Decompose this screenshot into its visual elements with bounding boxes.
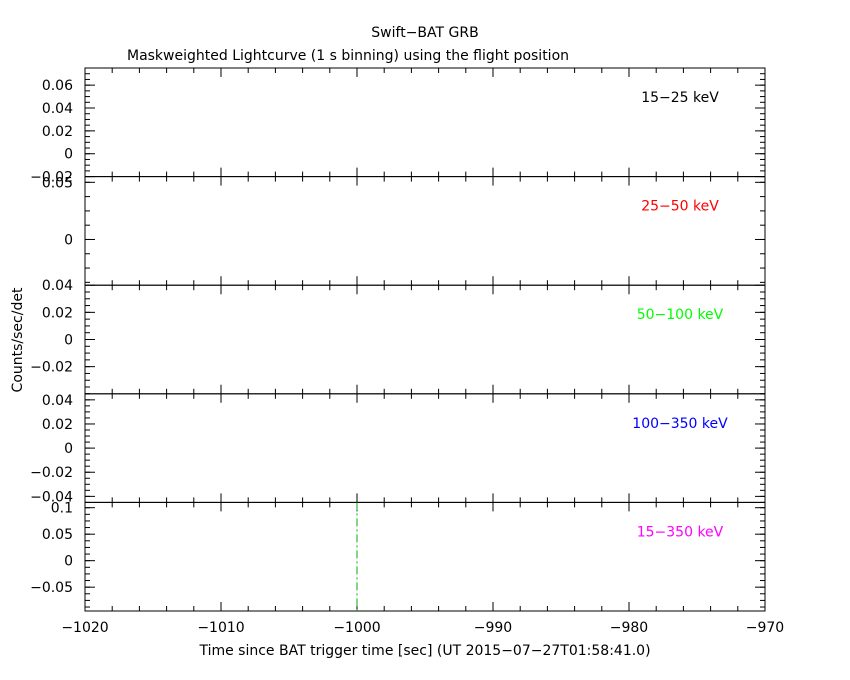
chart-subtitle: Maskweighted Lightcurve (1 s binning) us…: [127, 48, 569, 64]
panel-frame: [84, 393, 766, 503]
x-tick-label: −1010: [197, 620, 244, 636]
y-tick-label: 0.02: [42, 417, 73, 433]
panel-frame: [84, 67, 766, 178]
x-axis-label: Time since BAT trigger time [sec] (UT 20…: [198, 643, 650, 659]
y-tick-label: −0.02: [30, 465, 73, 481]
y-tick-label: −0.05: [30, 580, 73, 596]
y-tick-label: 0.04: [42, 101, 73, 117]
x-tick-label: −1020: [61, 620, 108, 636]
x-tick-label: −1000: [333, 620, 380, 636]
x-axis: −1020 −1010 −1000 −990 −980 −970: [61, 620, 784, 636]
y-tick-label: 0: [64, 333, 73, 349]
y-tick-label: 0.1: [51, 501, 73, 517]
panel-frame: [84, 284, 766, 395]
panel-frame: [84, 176, 766, 286]
y-tick-label: 0.04: [42, 278, 73, 294]
y-tick-label: −0.02: [30, 360, 73, 376]
y-tick-label: 0.04: [42, 393, 73, 409]
band-label: 100−350 keV: [632, 416, 728, 432]
panels-group: −0.02 0 0.02 0.04 0.06 15−25 keV 0 0.05 25−50 ke…: [30, 67, 766, 612]
y-tick-label: 0.02: [42, 124, 73, 140]
y-axis-label: Counts/sec/det: [10, 287, 26, 392]
y-tick-label: 0: [64, 554, 73, 570]
x-tick-label: −990: [474, 620, 512, 636]
y-tick-label: 0.02: [42, 305, 73, 321]
y-tick-label: 0: [64, 147, 73, 163]
panel-frame: [84, 501, 766, 612]
y-tick-label: 0: [64, 441, 73, 457]
band-label: 50−100 keV: [637, 307, 724, 323]
band-label: 15−350 keV: [637, 524, 724, 540]
x-tick-label: −970: [746, 620, 784, 636]
y-tick-label: −0.04: [30, 489, 73, 505]
y-tick-label: −0.02: [30, 170, 73, 186]
y-tick-label: 0.05: [42, 527, 73, 543]
y-tick-label: 0.06: [42, 78, 73, 94]
band-label: 15−25 keV: [641, 90, 719, 106]
y-tick-label: 0.05: [42, 175, 73, 191]
band-label: 25−50 keV: [641, 199, 719, 215]
x-tick-label: −980: [610, 620, 648, 636]
chart-title: Swift−BAT GRB: [371, 25, 478, 41]
y-tick-label: 0: [64, 232, 73, 248]
